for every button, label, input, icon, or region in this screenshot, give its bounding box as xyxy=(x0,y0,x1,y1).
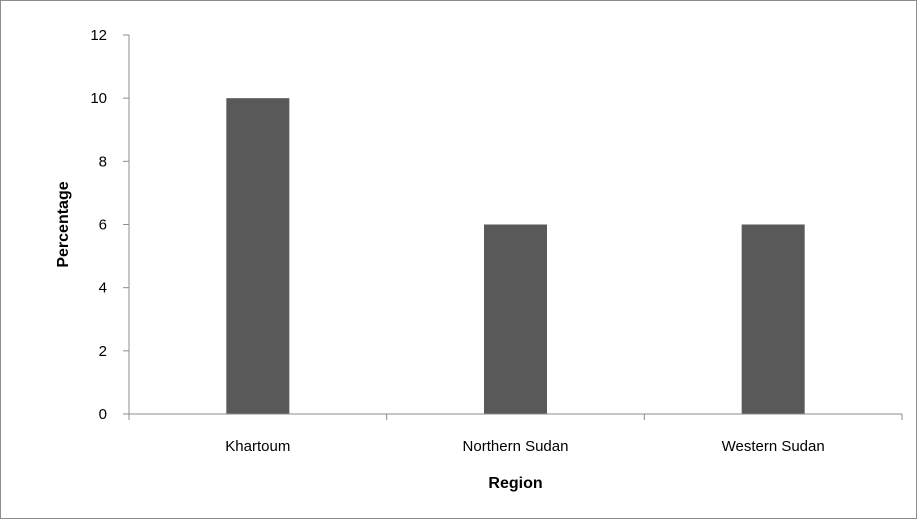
y-tick-label: 4 xyxy=(99,280,107,297)
y-tick-label: 6 xyxy=(99,217,107,234)
x-tick-label: Khartoum xyxy=(225,438,290,455)
bar-western-sudan xyxy=(741,224,805,414)
x-tick-label: Western Sudan xyxy=(722,438,825,455)
y-tick-label: 12 xyxy=(90,27,107,44)
y-axis-ticks: 0 2 4 6 8 10 12 xyxy=(90,27,129,423)
y-axis-title: Percentage xyxy=(55,181,72,267)
bar-northern-sudan xyxy=(484,224,547,414)
y-tick-label: 0 xyxy=(99,406,107,423)
y-tick-label: 10 xyxy=(90,90,107,107)
x-axis-ticks: Khartoum Northern Sudan Western Sudan xyxy=(128,414,903,455)
bar-khartoum xyxy=(226,98,290,415)
y-tick-label: 2 xyxy=(99,343,107,360)
x-axis-title: Region xyxy=(488,475,542,492)
y-tick-label: 8 xyxy=(99,153,107,170)
x-tick-label: Northern Sudan xyxy=(463,438,569,455)
bars xyxy=(226,98,805,415)
